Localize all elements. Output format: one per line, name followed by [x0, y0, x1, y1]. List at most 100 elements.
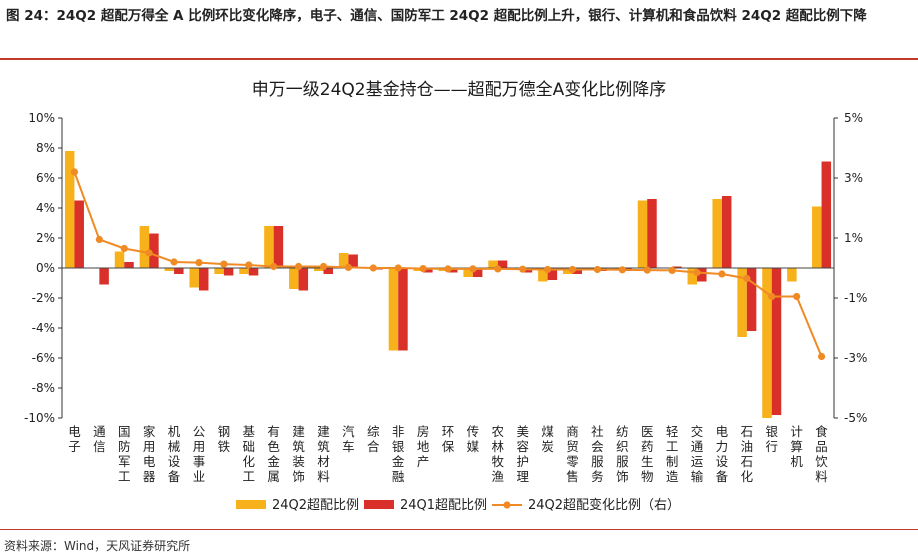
- left-tick-label: -4%: [32, 321, 55, 335]
- bar-24q1: [746, 268, 757, 331]
- bar-24q1: [273, 226, 284, 268]
- category-label: 钢铁: [218, 424, 231, 454]
- change-point: [419, 265, 427, 273]
- left-tick-label: -6%: [32, 351, 55, 365]
- bar-24q2: [114, 251, 125, 268]
- legend-label-24q1: 24Q1超配比例: [400, 498, 487, 513]
- change-point: [817, 352, 826, 361]
- change-point: [145, 249, 153, 257]
- bar-24q2: [388, 268, 399, 351]
- bar-24q2: [463, 268, 473, 277]
- left-tick-label: 10%: [28, 111, 55, 125]
- category-label: 计算机: [790, 424, 803, 469]
- bar-24q1: [198, 268, 209, 291]
- category-label: 家用电器: [143, 424, 156, 484]
- legend-swatch-24q2: [236, 500, 266, 509]
- left-tick-label: -10%: [24, 411, 55, 425]
- bar-24q1: [697, 268, 707, 282]
- bar-24q1: [497, 260, 508, 268]
- bar-24q2: [413, 268, 424, 271]
- category-label: 医药生物: [641, 424, 654, 484]
- right-tick-label: 5%: [844, 111, 863, 125]
- category-label: 非银金融: [392, 424, 405, 484]
- left-tick-label: 0%: [36, 261, 55, 275]
- bar-24q1: [248, 268, 259, 276]
- left-tick-label: 4%: [36, 201, 55, 215]
- change-point: [70, 168, 79, 176]
- category-label: 基础化工: [243, 424, 256, 484]
- category-label: 电子: [68, 424, 81, 454]
- category-label: 建筑材料: [317, 424, 330, 484]
- figure-caption: 图 24：24Q2 超配万得全 A 比例环比变化降序，电子、通信、国防军工 24…: [6, 8, 867, 24]
- bar-24q1: [174, 268, 184, 274]
- left-tick-label: 8%: [36, 141, 55, 155]
- category-label: 房地产: [417, 424, 430, 469]
- left-tick-label: 2%: [36, 231, 55, 245]
- change-point: [369, 264, 377, 272]
- left-tick-label: -2%: [32, 291, 55, 305]
- bar-24q1: [821, 161, 832, 268]
- category-label: 电力设备: [716, 424, 729, 484]
- bar-24q1: [323, 268, 333, 274]
- right-tick-label: -5%: [844, 411, 867, 425]
- bar-24q2: [737, 268, 747, 337]
- category-label: 环保: [442, 424, 455, 454]
- change-point: [170, 258, 178, 266]
- category-label: 传媒: [467, 424, 480, 454]
- change-point: [743, 274, 751, 283]
- category-label: 农林牧渔: [492, 424, 505, 484]
- change-point: [494, 265, 502, 273]
- bar-24q1: [398, 268, 408, 351]
- bar-24q1: [223, 268, 234, 276]
- bar-24q1: [721, 196, 732, 268]
- category-label: 综合: [367, 424, 380, 454]
- bar-24q2: [139, 226, 150, 268]
- category-label: 交通运输: [691, 424, 704, 484]
- change-point: [444, 265, 452, 273]
- change-point: [469, 265, 477, 273]
- category-label: 美容护理: [516, 424, 529, 484]
- change-point: [593, 265, 602, 274]
- category-label: 汽车: [342, 424, 355, 454]
- bar-24q1: [348, 254, 358, 268]
- bar-24q1: [149, 233, 159, 268]
- bar-24q1: [547, 268, 558, 280]
- category-label: 食品饮料: [815, 424, 828, 484]
- change-point: [95, 235, 103, 244]
- bar-24q2: [264, 226, 274, 268]
- change-point: [245, 261, 253, 269]
- bar-24q2: [812, 206, 822, 268]
- category-label: 社会服务: [591, 424, 604, 484]
- legend-label-change: 24Q2超配变化比例（右）: [528, 497, 680, 513]
- legend-marker-change: [503, 501, 511, 509]
- category-label: 纺织服饰: [616, 424, 629, 484]
- category-label: 建筑装饰: [292, 424, 305, 484]
- bar-24q2: [189, 268, 199, 288]
- caption-divider: [0, 58, 918, 60]
- change-point: [668, 266, 676, 274]
- category-label: 石油石化: [741, 424, 754, 484]
- bar-24q2: [313, 268, 324, 271]
- bar-24q1: [74, 200, 84, 268]
- bar-24q2: [787, 268, 797, 282]
- bar-24q1: [298, 268, 309, 291]
- plot-area: 10% 8% 6% 4% 2% 0% -2% -4% -6% -8% -10% 5% 3% 1% -1% -3…: [24, 111, 867, 484]
- bar-24q2: [488, 260, 498, 268]
- bar-24q2: [289, 268, 299, 289]
- bar-24q1: [672, 266, 682, 268]
- change-point: [270, 262, 278, 271]
- category-label: 商贸零售: [566, 424, 579, 484]
- bar-24q1: [647, 199, 657, 268]
- category-label: 银行: [765, 424, 778, 454]
- change-point: [793, 292, 801, 301]
- bar-24q2: [687, 268, 698, 285]
- bar-24q2: [538, 268, 548, 282]
- bar-24q2: [338, 253, 349, 268]
- change-point: [344, 263, 352, 271]
- category-label: 煤炭: [541, 424, 554, 454]
- bar-24q1: [99, 268, 109, 285]
- bar-24q1: [472, 268, 483, 277]
- change-point: [319, 262, 328, 271]
- change-point: [220, 260, 228, 268]
- right-tick-label: -3%: [844, 351, 867, 365]
